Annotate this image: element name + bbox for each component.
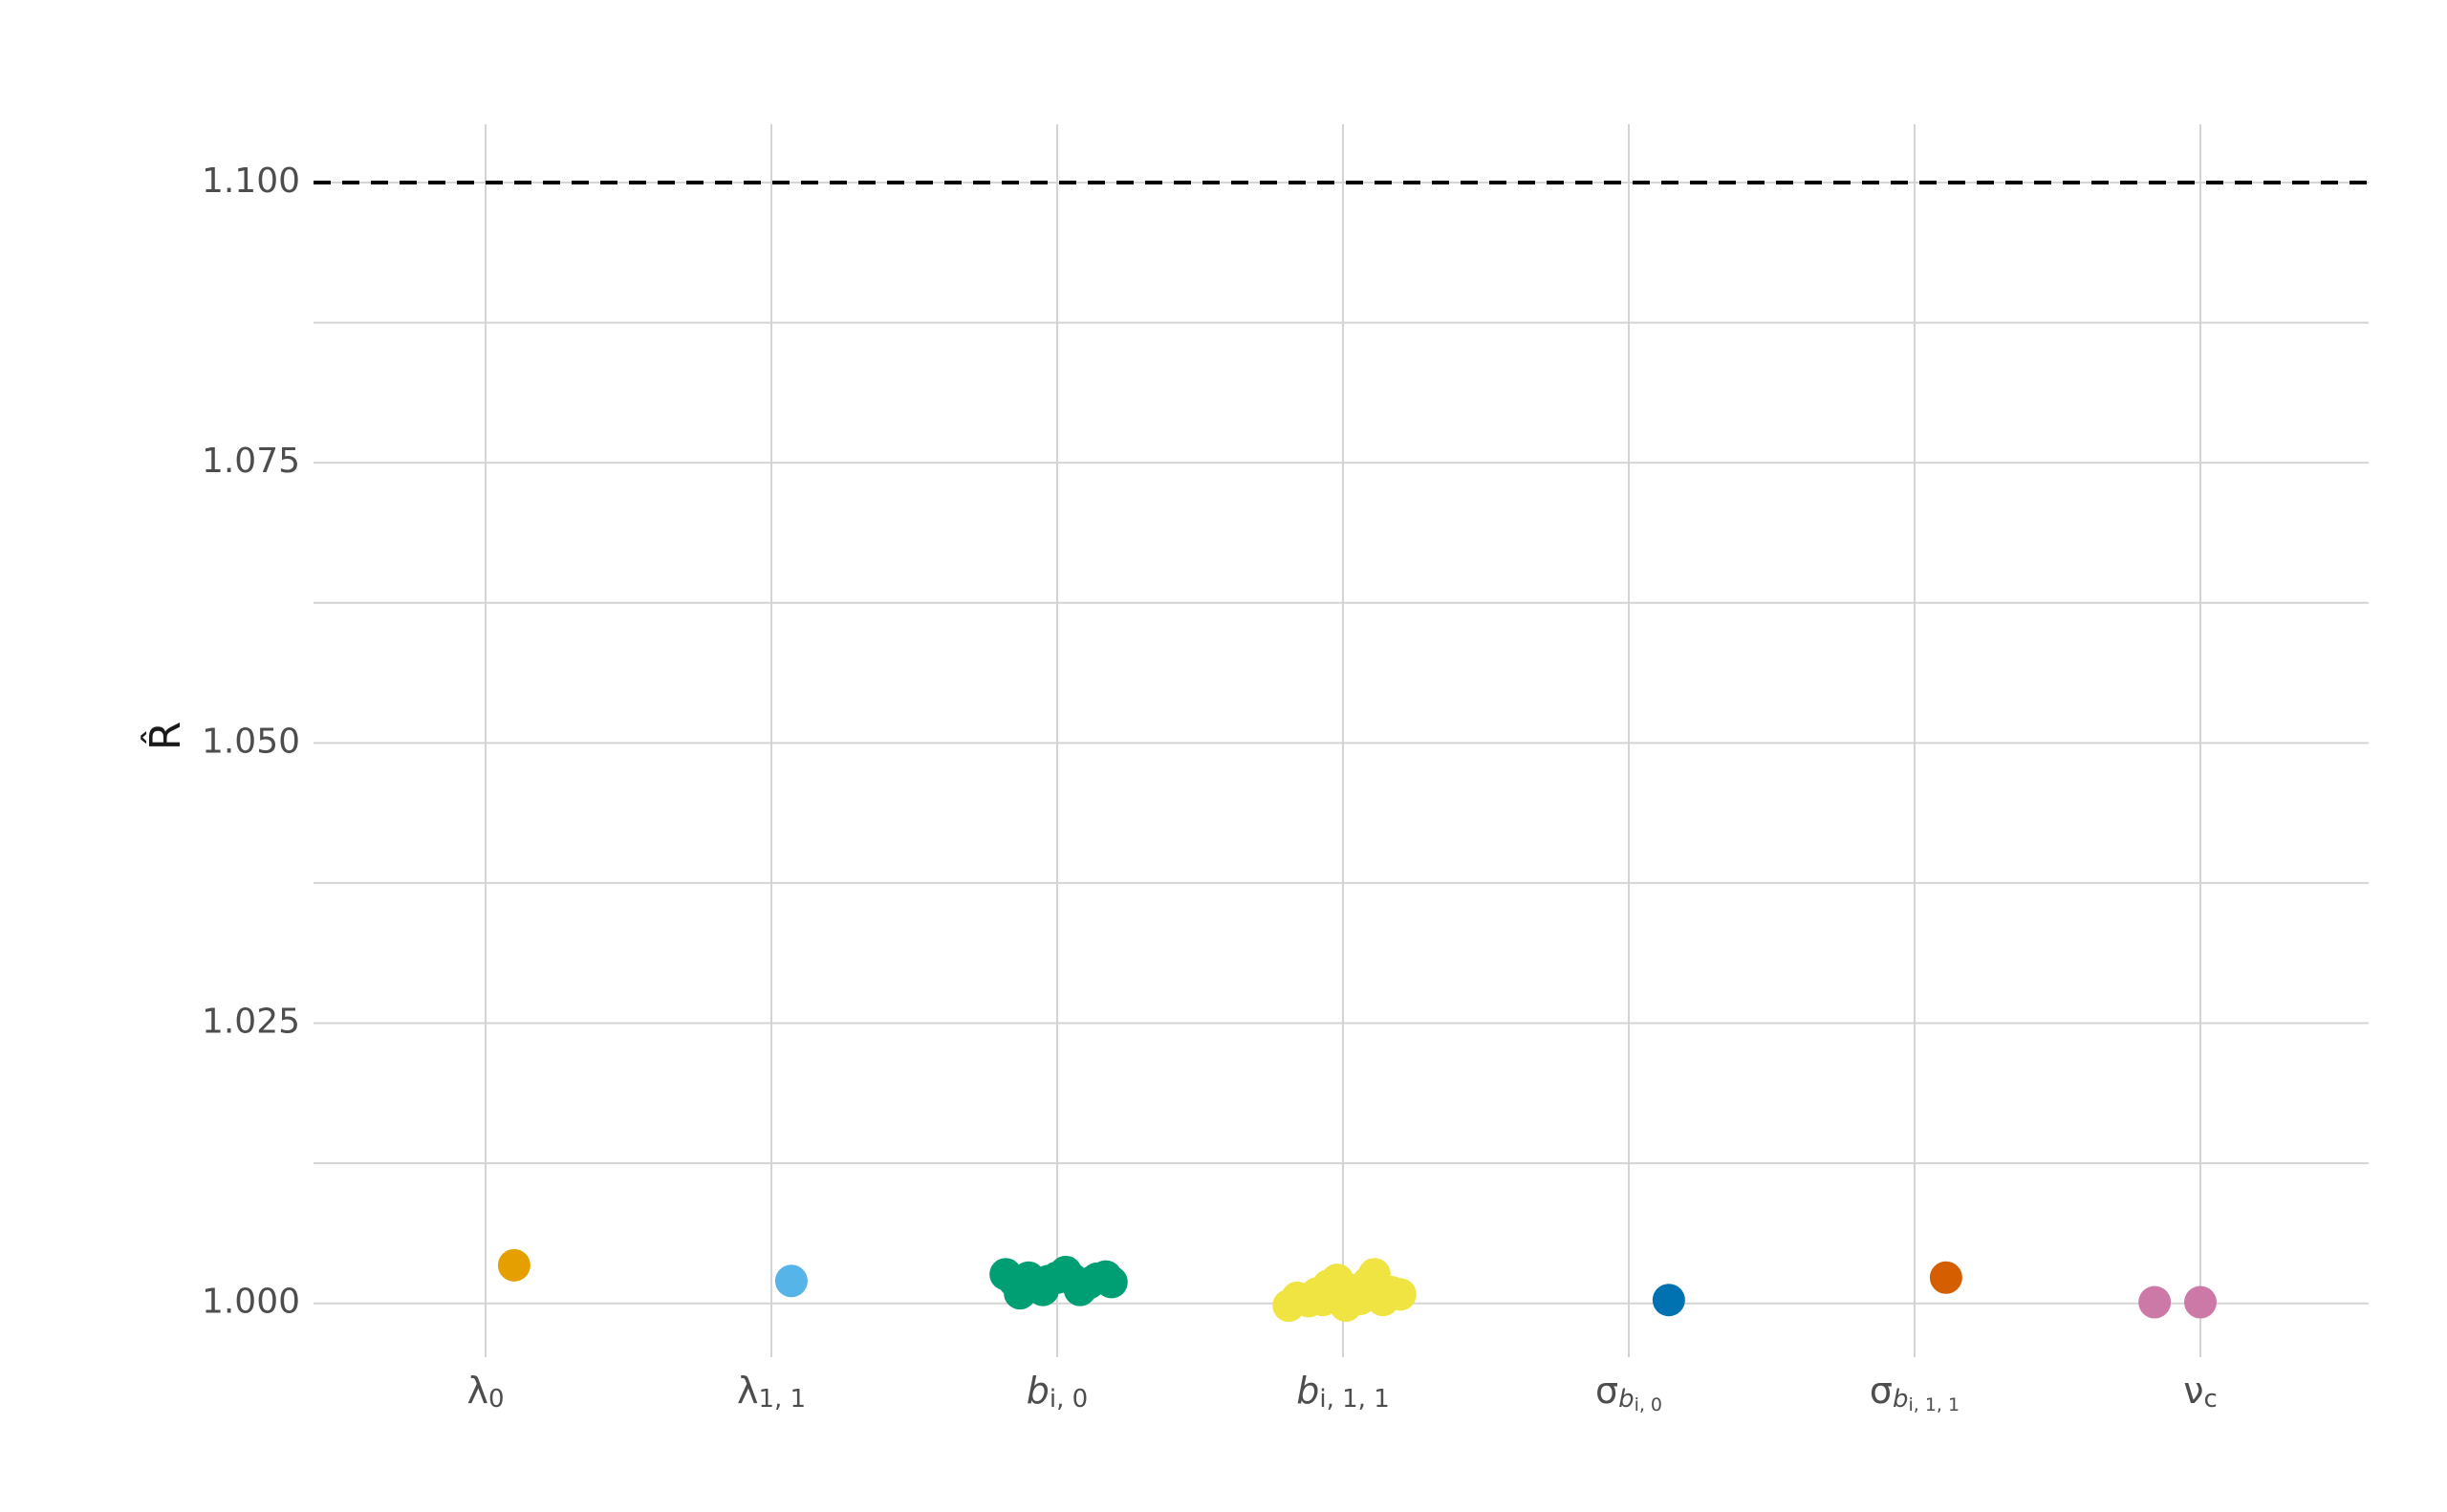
data-point-nuc: [2138, 1285, 2172, 1319]
points-layer: [497, 1248, 2217, 1323]
y-tick-labels: 1.000 1.025 1.050 1.075 1.100: [202, 162, 300, 1322]
x-tick-label-sigbi11: σbi, 1, 1: [1870, 1370, 1960, 1415]
grid: [314, 124, 2369, 1357]
y-tick-label: 1.000: [202, 1283, 300, 1322]
y-axis-label: R̂: [140, 722, 190, 751]
data-point-sigbi0: [1652, 1284, 1685, 1317]
data-point-sigbi11: [1929, 1261, 1962, 1294]
data-point-bi11: [1307, 1284, 1340, 1317]
data-point-lambda11: [774, 1264, 808, 1298]
y-tick-label: 1.075: [202, 442, 300, 481]
y-tick-label: 1.050: [202, 722, 300, 761]
x-tick-label-lambda0: λ0: [466, 1370, 504, 1414]
y-tick-label: 1.025: [202, 1003, 300, 1042]
data-point-bi11: [1383, 1278, 1417, 1311]
data-point-bi0: [1094, 1265, 1128, 1299]
x-tick-labels: λ0 λ1, 1 bi, 0 bi, 1, 1 σbi, 0 σbi, 1, 1 νc: [466, 1370, 2217, 1415]
x-tick-label-nuc: νc: [2183, 1370, 2218, 1414]
data-point-bi11: [1346, 1272, 1379, 1306]
data-point-nuc: [2184, 1285, 2217, 1319]
y-tick-label: 1.100: [202, 162, 300, 201]
data-point-bi0: [1027, 1273, 1060, 1307]
x-tick-label-bi11: bi, 1, 1: [1296, 1370, 1390, 1414]
x-tick-label-lambda11: λ1, 1: [737, 1370, 806, 1414]
data-point-lambda0: [497, 1248, 531, 1282]
x-tick-label-bi0: bi, 0: [1027, 1370, 1088, 1414]
x-tick-label-sigbi0: σbi, 0: [1595, 1370, 1662, 1415]
